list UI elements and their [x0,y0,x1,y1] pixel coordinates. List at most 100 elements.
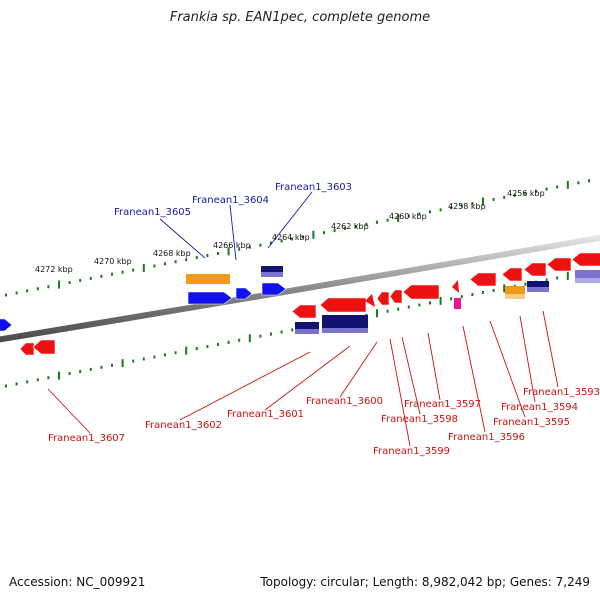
ruler-minor-tick [280,239,283,243]
gene-feature[interactable] [454,298,461,309]
label-leader-line [427,332,441,401]
ruler-minor-tick [206,345,209,349]
gene-feature[interactable] [575,270,600,278]
gene-feature[interactable] [235,287,253,300]
ruler-major-tick [376,309,378,318]
gene-feature[interactable] [546,257,572,272]
ruler-minor-tick [545,278,548,282]
gene-label[interactable]: Franean1_3594 [501,402,578,413]
gene-label[interactable]: Franean1_3601 [227,409,304,420]
gene-feature[interactable] [186,274,230,284]
ruler-minor-tick [100,274,103,278]
ruler-minor-tick [482,291,484,295]
ruler-minor-tick [492,197,495,201]
gene-feature[interactable] [365,294,375,307]
gene-feature[interactable] [505,294,525,299]
gene-feature[interactable] [452,280,459,293]
genome-title: Frankia sp. EAN1pec, complete genome [169,10,431,25]
label-leader-line [339,341,378,398]
ruler-major-tick [142,263,145,272]
ruler-minor-tick [524,191,527,195]
ruler-minor-tick [121,270,124,274]
gene-feature[interactable] [32,339,56,355]
gene-label[interactable]: Franean1_3593 [523,387,600,398]
ruler-minor-tick [217,251,219,255]
gene-feature[interactable] [527,281,549,287]
ruler-minor-tick [386,218,389,222]
ruler-minor-tick [450,206,453,210]
ruler-minor-tick [195,347,198,351]
label-leader-line [47,388,91,434]
gene-feature[interactable] [319,297,367,313]
gene-feature[interactable] [389,289,403,304]
ruler-major-tick [397,214,400,223]
gene-label[interactable]: Franean1_3600 [306,396,383,407]
ruler-minor-tick [164,262,166,266]
gene-label[interactable]: Franean1_3598 [381,414,458,425]
gene-feature[interactable] [261,266,283,272]
label-leader-line [519,315,536,403]
gene-feature[interactable] [575,278,600,283]
ruler-minor-tick [535,189,537,193]
gene-feature[interactable] [322,315,368,328]
gene-feature[interactable] [505,286,525,294]
genome-summary: Topology: circular; Length: 8,982,042 bp… [260,575,590,589]
ruler-minor-tick [471,202,474,206]
ruler-minor-tick [26,289,29,293]
gene-label[interactable]: Franean1_3603 [275,182,352,193]
label-leader-line [159,218,206,259]
gene-feature[interactable] [571,252,600,267]
ruler-minor-tick [429,301,431,305]
gene-label[interactable]: Franean1_3604 [192,195,269,206]
ruler-minor-tick [460,295,463,299]
gene-feature[interactable] [523,262,547,277]
gene-feature[interactable] [291,304,317,319]
gene-label[interactable]: Franean1_3599 [373,446,450,457]
gene-feature[interactable] [187,291,233,305]
gene-feature[interactable] [501,267,523,282]
ruler-minor-tick [301,235,304,239]
gene-label[interactable]: Franean1_3596 [448,432,525,443]
ruler-minor-tick [397,307,400,311]
ruler-minor-tick [492,288,495,292]
gene-feature[interactable] [295,329,319,334]
ruler-major-tick [58,280,60,289]
gene-feature[interactable] [295,322,319,329]
ruler-minor-tick [460,204,463,208]
gene-feature[interactable] [402,284,440,300]
ruler-minor-tick [376,220,378,224]
gene-feature[interactable] [261,282,287,296]
ruler-minor-tick [174,351,177,355]
gene-feature[interactable] [527,287,549,292]
gene-feature[interactable] [19,342,35,356]
gene-label[interactable]: Franean1_3595 [493,417,570,428]
gene-label[interactable]: Franean1_3605 [114,207,191,218]
gene-feature[interactable] [0,318,13,332]
gene-feature[interactable] [261,272,283,277]
ruler-minor-tick [280,330,283,334]
ruler-major-tick [227,247,230,256]
ruler-minor-tick [556,185,559,189]
label-leader-line [462,325,486,433]
ruler-minor-tick [195,256,198,260]
ruler-minor-tick [26,380,29,384]
ruler-minor-tick [248,245,251,249]
ruler-minor-tick [259,243,262,247]
label-leader-line [229,204,237,261]
ruler-minor-tick [217,342,219,346]
ruler-minor-tick [68,372,71,376]
gene-label[interactable]: Franean1_3607 [48,433,125,444]
label-leader-line [267,191,313,249]
label-leader-line [542,310,559,388]
gene-feature[interactable] [322,328,368,333]
gene-feature[interactable] [376,291,390,306]
gene-feature[interactable] [469,272,497,287]
gene-label[interactable]: Franean1_3597 [404,399,481,410]
ruler-minor-tick [450,297,453,301]
ruler-minor-tick [407,305,410,309]
ruler-label: 4266 kbp [213,241,251,250]
ruler-minor-tick [344,227,347,231]
ruler-minor-tick [36,378,39,382]
gene-label[interactable]: Franean1_3602 [145,420,222,431]
